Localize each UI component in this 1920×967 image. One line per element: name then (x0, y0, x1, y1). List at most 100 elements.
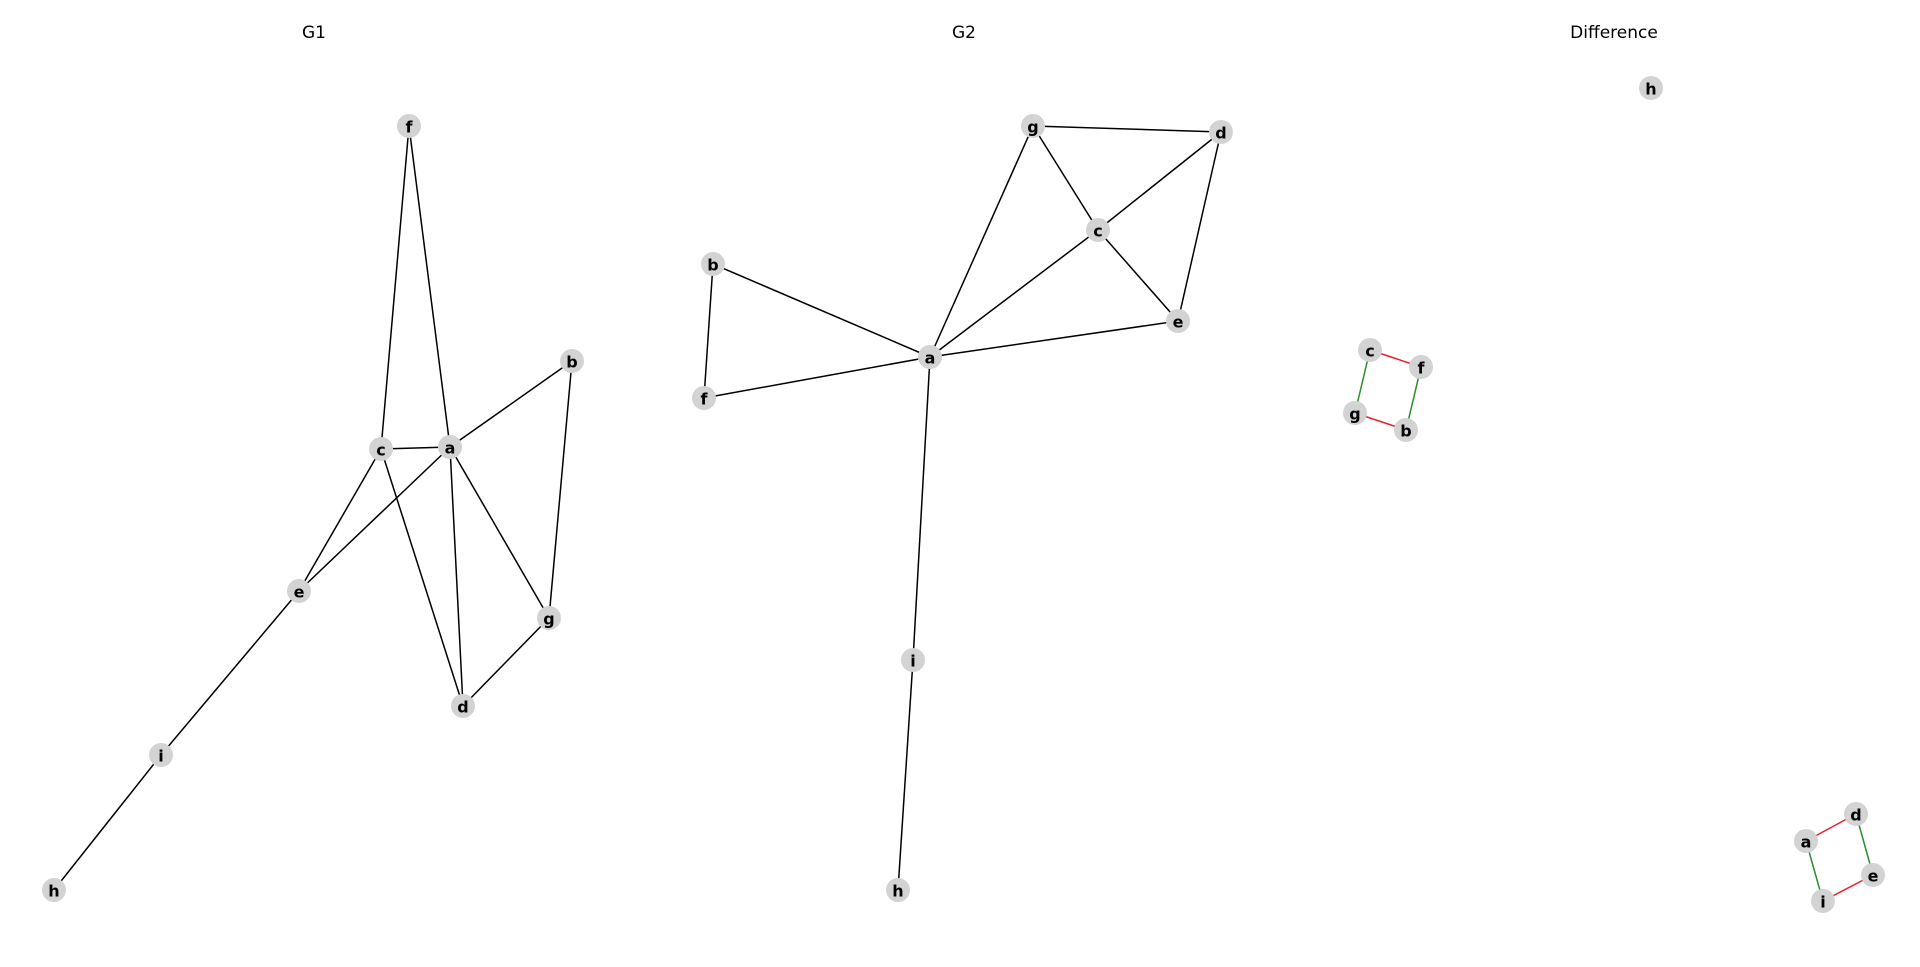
diff-node-label-f: f (1418, 359, 1426, 378)
g2-node-circle-f (692, 386, 716, 410)
g2-node-e: e (1166, 309, 1190, 333)
g2-edge-d-c (1097, 131, 1222, 231)
g2-node-a: a (918, 345, 942, 369)
g2-node-b: b (701, 252, 725, 276)
g2-edge-a-f (703, 356, 931, 399)
g2-edge-a-e (929, 320, 1179, 358)
g1-edge-a-g (449, 446, 550, 619)
g2-node-circle-h (886, 878, 910, 902)
g1-node-label-f: f (406, 118, 414, 137)
panel-g1: G1 f b c a e g d i h (42, 23, 584, 902)
panel-title-g1: G1 (302, 23, 326, 43)
g1-node-label-a: a (445, 439, 456, 458)
g1-node-label-b: b (566, 353, 577, 372)
difference-nodes: h c f g b d a e i (1343, 76, 1885, 913)
g2-node-circle-a (918, 345, 942, 369)
g1-node-label-i: i (158, 747, 163, 766)
diff-node-circle-i (1811, 889, 1835, 913)
g1-edge-a-d (449, 446, 464, 707)
diff-node-circle-c (1358, 338, 1382, 362)
g1-node-label-g: g (543, 610, 554, 629)
g1-edge-e-i (160, 590, 300, 756)
g1-edge-b-g (548, 360, 573, 619)
diff-node-label-b: b (1400, 422, 1411, 441)
diff-node-label-d: d (1850, 806, 1861, 825)
g2-nodes: g d c b e a f i h (692, 114, 1233, 902)
g1-node-c: c (369, 437, 393, 461)
g1-node-circle-b (560, 349, 584, 373)
g1-node-circle-f (397, 114, 421, 138)
g1-edge-c-d (380, 448, 464, 707)
g2-edge-g-a (929, 125, 1034, 358)
g2-node-label-f: f (701, 390, 709, 409)
g2-node-g: g (1021, 114, 1045, 138)
g2-edge-c-a (929, 229, 1099, 358)
diff-node-d: d (1844, 802, 1868, 826)
g2-edge-d-e (1177, 131, 1222, 322)
g2-node-c: c (1086, 218, 1110, 242)
g1-edge-f-c (380, 125, 410, 450)
diff-node-circle-h (1639, 76, 1663, 100)
g2-node-label-h: h (892, 882, 903, 901)
diff-node-label-i: i (1820, 893, 1825, 912)
g2-node-circle-b (701, 252, 725, 276)
g2-node-label-c: c (1093, 222, 1102, 241)
g1-edge-a-e (298, 446, 451, 592)
g2-edge-g-c (1032, 125, 1099, 231)
diff-node-circle-b (1394, 418, 1418, 442)
g2-edge-g-d (1032, 125, 1222, 133)
g1-node-circle-g (537, 606, 561, 630)
panel-difference: Difference h c f g b d a e i (1343, 23, 1885, 913)
g1-node-e: e (287, 579, 311, 603)
diff-node-e: e (1861, 863, 1885, 887)
g1-node-i: i (149, 743, 173, 767)
difference-edges (1354, 349, 1874, 902)
g1-edge-c-e (298, 448, 382, 592)
panel-title-g2: G2 (952, 23, 976, 43)
panel-title-difference: Difference (1570, 23, 1658, 43)
g2-edge-b-f (703, 263, 714, 399)
g1-node-f: f (397, 114, 421, 138)
g2-node-i: i (901, 648, 925, 672)
diff-node-label-g: g (1349, 405, 1360, 424)
g1-node-circle-i (149, 743, 173, 767)
g1-node-circle-d (451, 694, 475, 718)
g1-edge-i-h (53, 754, 162, 891)
g2-node-circle-g (1021, 114, 1045, 138)
g1-node-circle-e (287, 579, 311, 603)
diff-node-label-e: e (1868, 867, 1879, 886)
g1-edge-f-a (408, 125, 451, 448)
g1-node-label-d: d (457, 698, 468, 717)
diff-node-circle-e (1861, 863, 1885, 887)
g2-node-circle-e (1166, 309, 1190, 333)
g2-edge-c-e (1097, 229, 1179, 322)
g1-edges (53, 125, 573, 891)
diff-node-b: b (1394, 418, 1418, 442)
g1-node-d: d (451, 694, 475, 718)
g2-edges (703, 125, 1222, 891)
diff-node-label-c: c (1365, 342, 1374, 361)
diff-node-circle-d (1844, 802, 1868, 826)
g2-node-label-i: i (910, 652, 915, 671)
g1-edge-b-a (449, 360, 573, 448)
g1-node-label-h: h (48, 882, 59, 901)
g1-node-circle-a (438, 435, 462, 459)
g2-node-label-e: e (1173, 313, 1184, 332)
g1-nodes: f b c a e g d i h (42, 114, 584, 902)
g2-node-circle-c (1086, 218, 1110, 242)
diff-node-g: g (1343, 401, 1367, 425)
g2-node-h: h (886, 878, 910, 902)
g2-node-label-g: g (1027, 118, 1038, 137)
diff-node-a: a (1794, 829, 1818, 853)
diff-node-c: c (1358, 338, 1382, 362)
g2-edge-i-h (897, 659, 914, 891)
g2-edge-b-a (712, 263, 931, 358)
g1-node-a: a (438, 435, 462, 459)
g1-edge-g-d (462, 617, 550, 707)
diff-node-label-h: h (1645, 80, 1656, 99)
g2-node-circle-d (1209, 120, 1233, 144)
g2-node-label-b: b (707, 256, 718, 275)
g2-node-label-d: d (1215, 124, 1226, 143)
g1-node-b: b (560, 349, 584, 373)
